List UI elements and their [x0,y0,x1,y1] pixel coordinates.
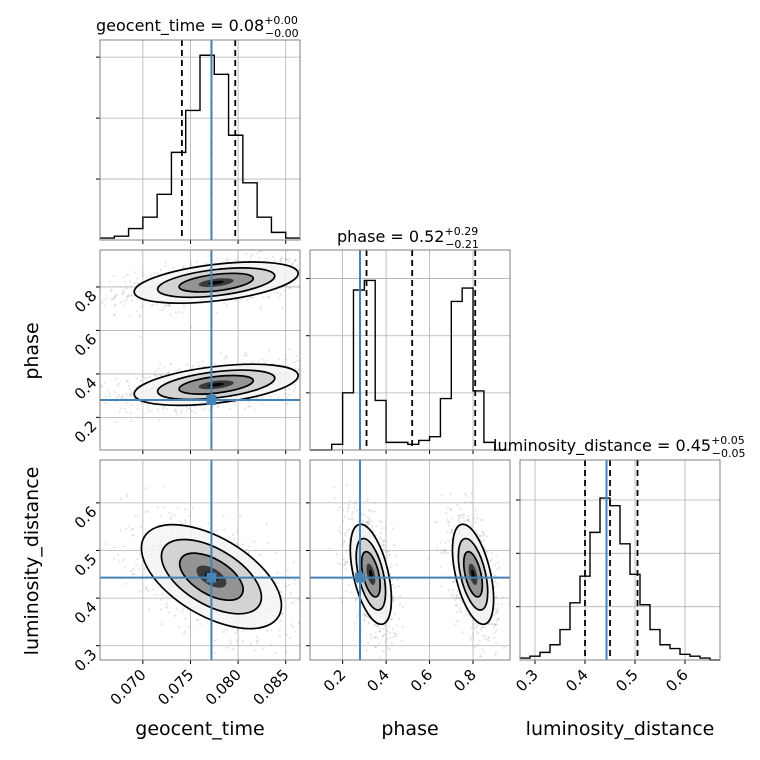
contour-line [178,552,244,602]
x-tick-label: 0.070 [107,666,150,709]
panel-hist-geocent_time [96,39,301,244]
x-tick-label: 0.4 [562,666,592,696]
y-tick-label: 0.4 [71,598,101,628]
contour-line [133,363,300,407]
panel-background [310,250,510,450]
density-region [310,460,510,660]
histogram-step [310,279,506,451]
panel-phase-vs-luminosity_distance: 0.2 0.4 0.6 0.8 [306,459,511,696]
x-tick-label: 0.6 [407,666,437,696]
contour-line [140,523,283,630]
xlabel-luminosity-distance: luminosity_distance [526,718,715,740]
contour-line [178,272,255,293]
xlabel-geocent-time: geocent_time [135,718,264,740]
x-tick-label: 0.4 [363,666,393,696]
title-geocent-time: geocent_time = 0.08+0.00 −0.00 [96,14,299,40]
y-tick-label: 0.2 [71,417,101,447]
panel-background [520,460,720,660]
panel-border [99,39,301,241]
y-tick-label: 0.5 [71,550,101,580]
y-tick-label: 0.6 [71,503,101,533]
histogram-step [520,497,720,661]
truth-marker [206,572,217,583]
truth-marker [355,572,365,583]
y-tick-label: 0.4 [71,374,101,404]
histogram-step [100,54,300,239]
contour-line [160,538,263,615]
x-tick-label: 0.080 [202,666,245,709]
panel-hist-luminosity_distance: 0.3 0.4 0.5 0.6 [512,459,721,696]
panel-border [309,459,511,661]
panel-geocent_time-vs-luminosity_distance: 0.070 0.075 0.080 0.085 0.3 0.4 0.5 0.6 [71,459,301,709]
title-luminosity-distance: luminosity_distance = 0.45+0.05 −0.05 [493,434,746,460]
x-tick-label: 0.085 [249,666,292,709]
y-tick-label: 0.3 [71,645,101,675]
panel-border [99,459,301,661]
panel-border [519,459,721,661]
ylabel-luminosity-distance: luminosity_distance [21,467,43,656]
x-tick-label: 0.3 [512,666,542,696]
x-tick-label: 0.075 [154,666,197,709]
x-tick-label: 0.2 [320,666,350,696]
x-tick-label: 0.5 [612,666,642,696]
contour-line [178,374,255,395]
density-region [100,460,300,660]
title-phase: phase = 0.52+0.29 −0.21 [337,225,479,251]
panel-border [99,249,301,451]
y-tick-label: 0.6 [71,330,101,360]
y-tick-label: 0.8 [71,287,101,317]
panel-border [309,249,511,451]
x-tick-label: 0.6 [662,666,692,696]
contour-line [156,267,276,299]
contour-line [156,369,276,401]
xlabel-phase: phase [381,718,438,740]
panel-geocent_time-vs-phase: 0.2 0.4 0.6 0.8 [71,249,301,454]
x-tick-label: 0.8 [450,666,480,696]
ylabel-phase: phase [21,322,43,379]
contour-line [462,550,484,598]
panel-hist-phase [306,249,511,454]
contour-line [133,261,300,305]
density-region [100,250,300,450]
truth-marker [206,395,217,405]
